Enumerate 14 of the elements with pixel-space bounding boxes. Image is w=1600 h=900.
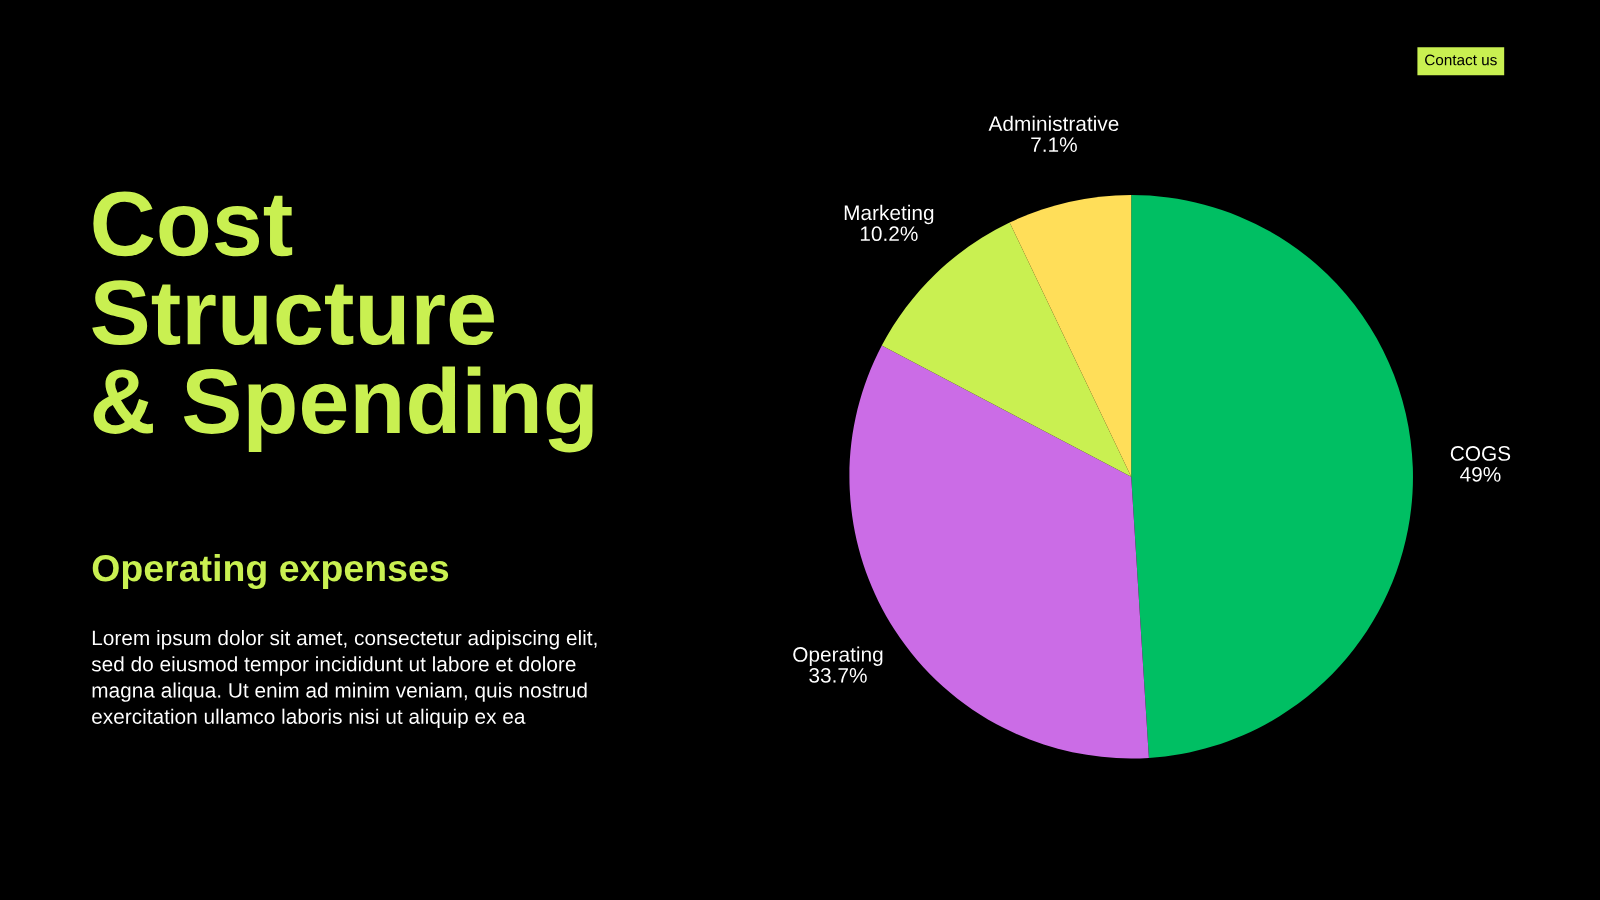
slice-label: COGS [1450, 446, 1511, 461]
slice-label: Operating [793, 646, 883, 666]
slice-label: Administrative [988, 115, 1119, 132]
pie-slice [1009, 194, 1132, 477]
text: Contact us [1425, 54, 1497, 66]
data-label: 49% [1460, 467, 1501, 482]
data-label: 33.7% [809, 667, 867, 683]
text: Lorem ipsum dolor sit amet, consectetur adipiscing elit, sed do eiusmod tempor incididunt ut labore et dolore magna aliqua. Ut enim ad minim veniam, quis nostrud exercitation ullamco laboris nisi ut aliquip ex ea [91, 630, 597, 729]
text: Cost Structure & Spending [92, 191, 593, 453]
slice-label: Marketing [844, 204, 934, 225]
data-label: 10.2% [860, 226, 918, 242]
data-label: 7.1% [1031, 137, 1077, 152]
pie-slice [1131, 194, 1413, 758]
text: Operating expenses [92, 553, 449, 590]
